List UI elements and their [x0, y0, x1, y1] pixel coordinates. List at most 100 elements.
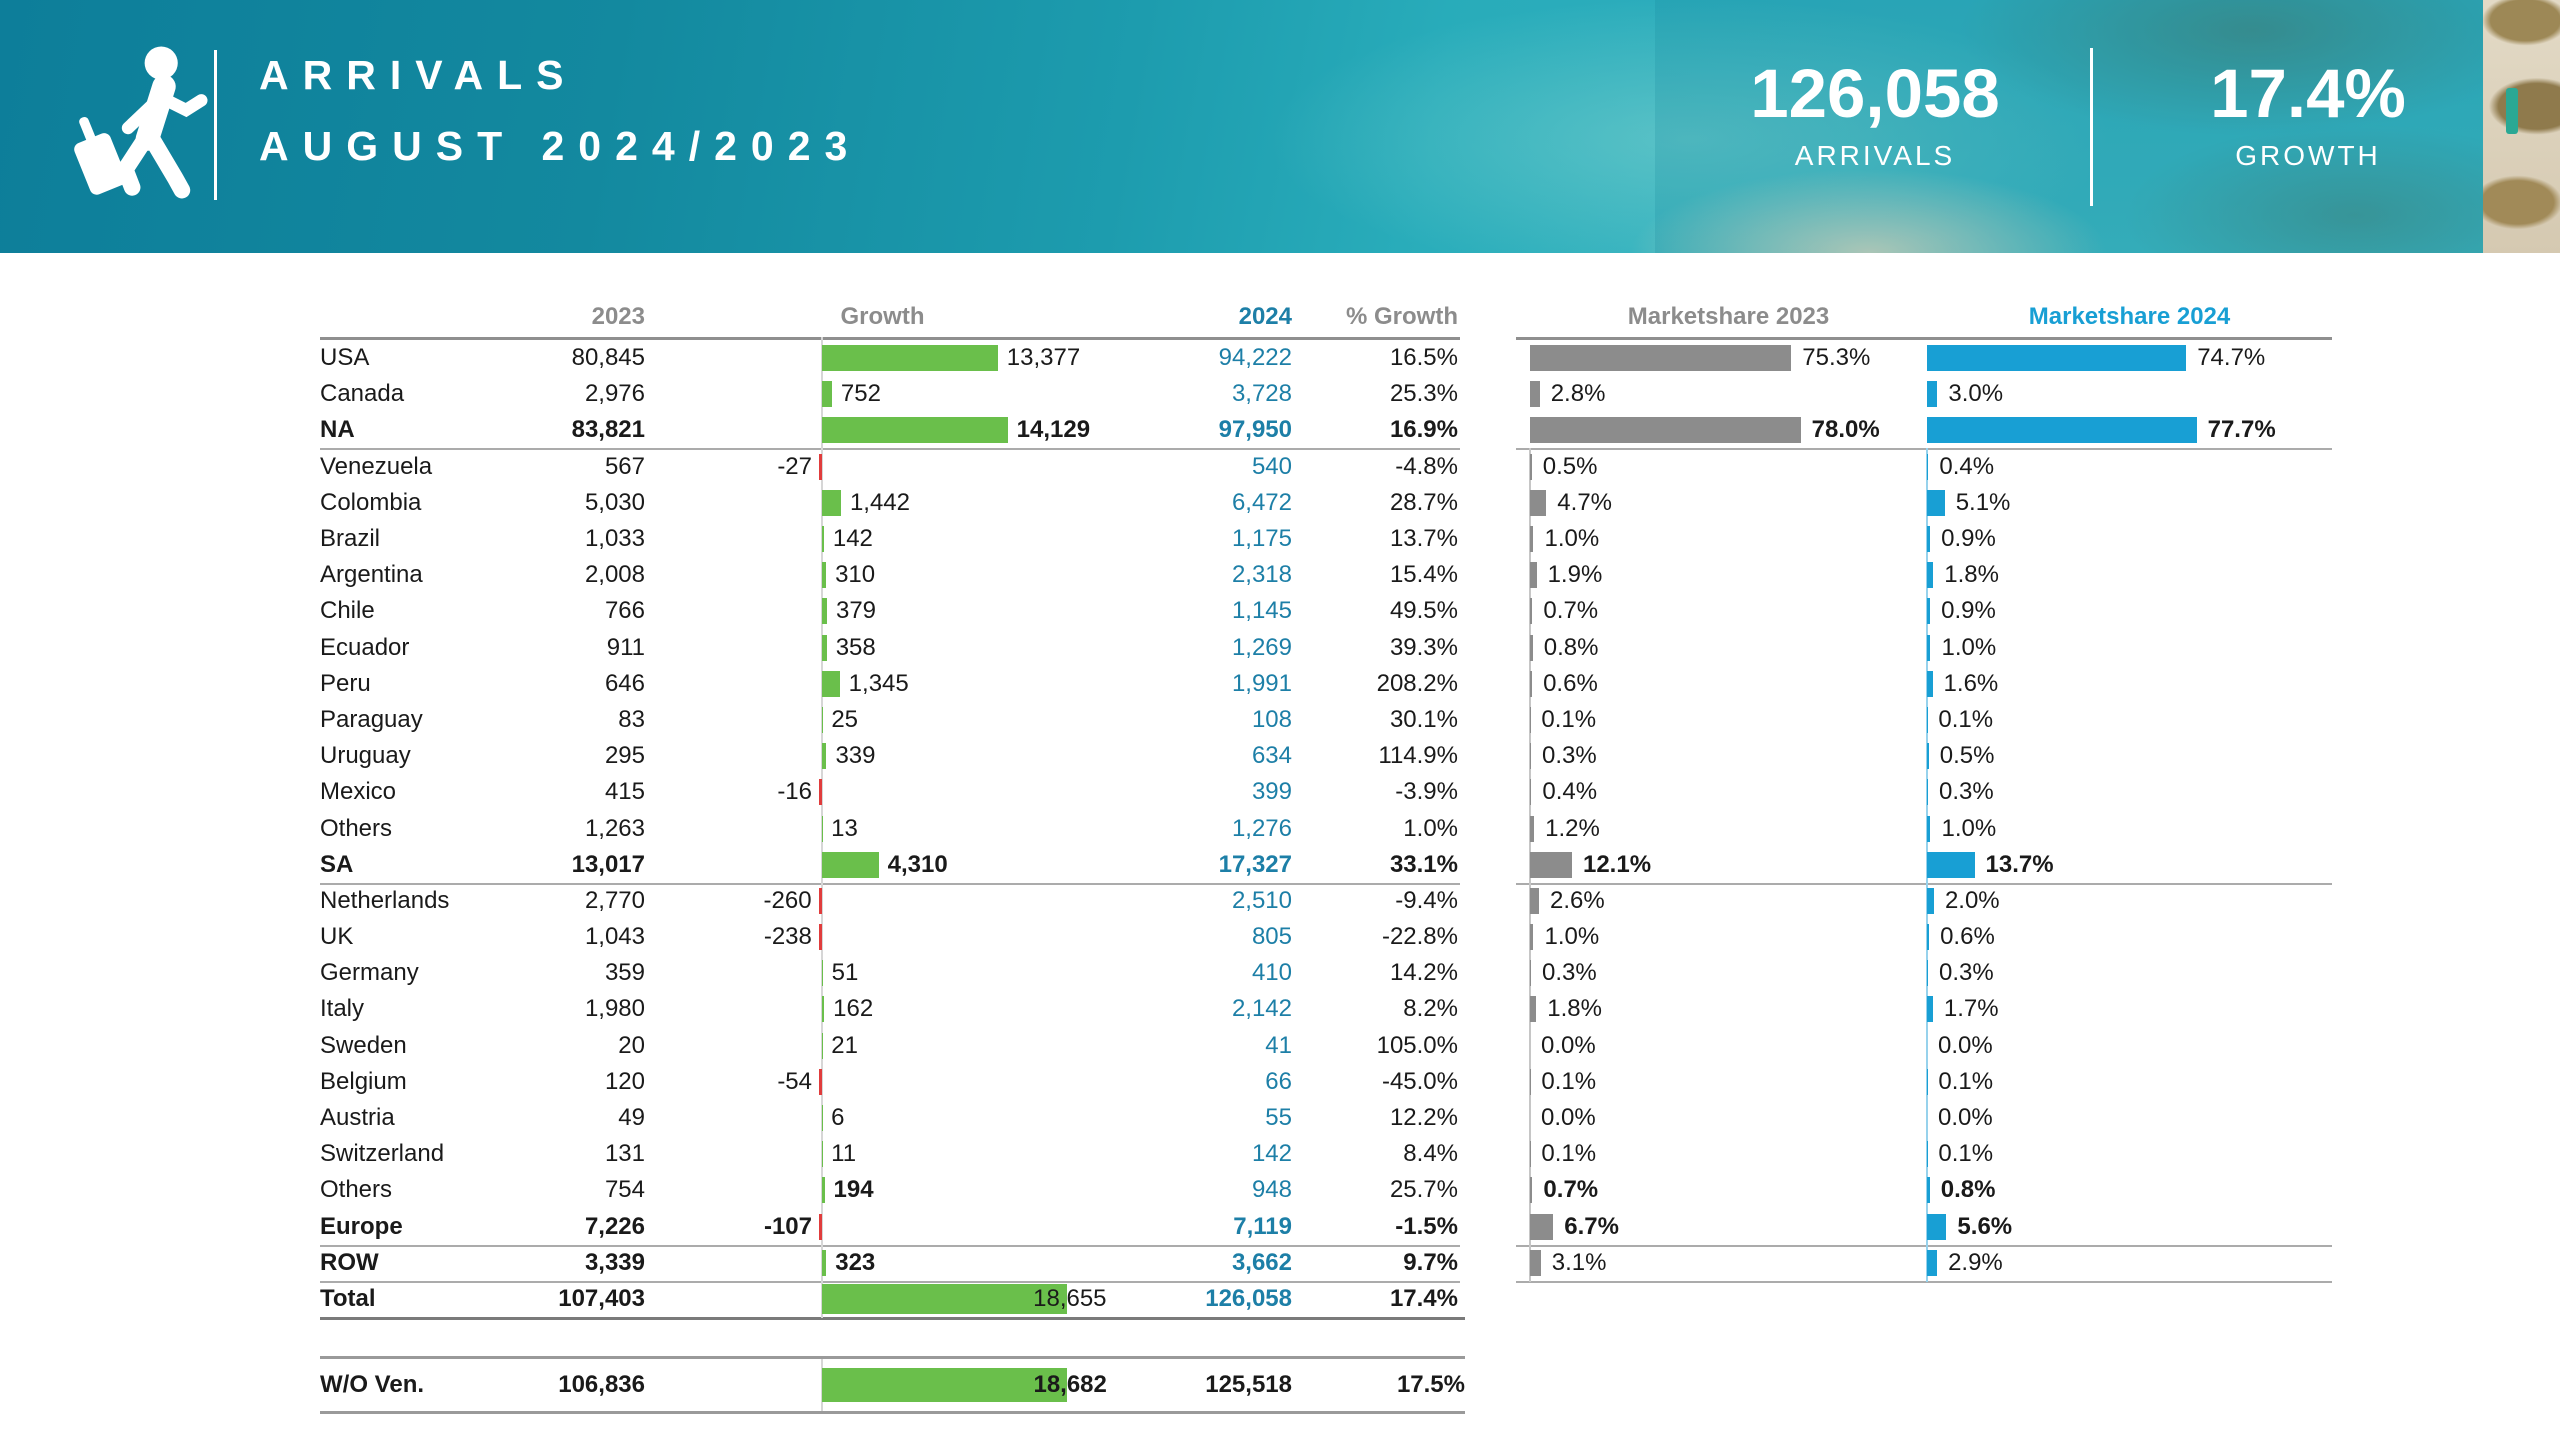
growth-cell: 1,442	[822, 485, 1120, 521]
value-2024-cell: 2,510	[1231, 886, 1292, 914]
marketshare-24-bar	[1927, 1249, 1938, 1276]
pct-growth-cell: -9.4%	[1395, 886, 1458, 914]
marketshare-23-value: 0.1%	[1541, 705, 1597, 733]
value-2023-cell: 1,033	[584, 525, 645, 553]
marketshare-24-cell: 5.6%	[1927, 1209, 2332, 1245]
marketshare-23-bar	[1530, 453, 1532, 480]
growth-value: 6	[831, 1104, 845, 1132]
table-row: Mexico 415 -16 399 -3.9% 0.4% 0.3%	[320, 774, 2332, 810]
marketshare-24-cell: 0.9%	[1927, 521, 2332, 557]
marketshare-23-cell: 1.2%	[1530, 810, 1927, 846]
marketshare-23-value: 0.3%	[1542, 742, 1597, 770]
growth-negative-cell: -238	[645, 919, 822, 955]
growth-cell: 142	[822, 521, 1120, 557]
growth-negative-cell: -107	[645, 1209, 822, 1245]
marketshare-24-cell: 3.0%	[1927, 376, 2332, 412]
marketshare-23-bar	[1530, 381, 1540, 408]
marketshare-23-cell: 0.0%	[1530, 1028, 1927, 1064]
growth-value: 1,442	[849, 488, 910, 516]
growth-negative-cell	[645, 955, 822, 991]
marketshare-24-cell: 5.1%	[1927, 485, 2332, 521]
pct-growth-cell: 14.2%	[1389, 959, 1458, 987]
marketshare-24-bar	[1927, 634, 1931, 661]
value-2023-cell: 754	[604, 1176, 645, 1204]
marketshare-24-bar	[1927, 417, 2197, 444]
country-label: Others	[320, 814, 393, 842]
marketshare-24-value: 3.0%	[1948, 380, 2004, 408]
marketshare-24-value: 0.3%	[1939, 959, 1994, 987]
marketshare-23-value: 6.7%	[1564, 1212, 1619, 1240]
growth-cell: 339	[822, 738, 1120, 774]
growth-negative-cell: -27	[645, 449, 822, 485]
growth-bar	[822, 1368, 1068, 1402]
pct-growth-cell: -4.8%	[1395, 452, 1458, 480]
marketshare-24-cell: 1.7%	[1927, 991, 2332, 1027]
value-2024-cell: 55	[1265, 1104, 1292, 1132]
growth-bar-negative	[819, 1068, 822, 1095]
growth-bar	[822, 598, 827, 625]
growth-negative-cell	[645, 557, 822, 593]
table-row: Total 107,403 18,655 126,058 17.4%	[320, 1281, 2332, 1317]
umbrella-post	[2506, 88, 2518, 134]
growth-cell: 358	[822, 630, 1120, 666]
marketshare-24-cell: 0.1%	[1927, 1064, 2332, 1100]
marketshare-23-value: 4.7%	[1557, 488, 1612, 516]
value-2024-cell: 1,276	[1231, 814, 1292, 842]
marketshare-24-cell: 0.5%	[1927, 738, 2332, 774]
growth-cell: 25	[822, 702, 1120, 738]
growth-cell	[822, 449, 1120, 485]
pct-growth-cell: 1.0%	[1403, 814, 1458, 842]
marketshare-24-bar	[1927, 1177, 1930, 1204]
marketshare-24-value: 1.7%	[1943, 995, 1999, 1023]
growth-negative-cell: -16	[645, 774, 822, 810]
table-row: Italy 1,980 162 2,142 8.2% 1.8% 1.7%	[320, 991, 2332, 1027]
marketshare-23-value: 3.1%	[1551, 1248, 1607, 1276]
value-2024-cell: 1,269	[1231, 633, 1292, 661]
marketshare-23-value: 0.7%	[1543, 597, 1599, 625]
traveler-with-suitcase-icon	[74, 46, 208, 199]
table-row: Europe 7,226 -107 7,119 -1.5% 6.7% 5.6%	[320, 1209, 2332, 1245]
growth-value: 18,655	[1033, 1284, 1107, 1312]
growth-value: 142	[832, 525, 873, 553]
table-row: Others 1,263 13 1,276 1.0% 1.2% 1.0%	[320, 810, 2332, 846]
marketshare-24-cell: 0.4%	[1927, 449, 2332, 485]
marketshare-24-bar	[1927, 851, 1975, 878]
marketshare-23-value: 0.1%	[1541, 1140, 1597, 1168]
growth-value: -54	[777, 1067, 812, 1095]
marketshare-24-bar	[1927, 743, 1929, 770]
pct-growth-cell: -22.8%	[1381, 923, 1458, 951]
value-2023-cell: 1,263	[584, 814, 645, 842]
growth-cell	[822, 919, 1120, 955]
value-2023-cell: 295	[604, 742, 645, 770]
value-2023-cell: 120	[604, 1067, 645, 1095]
value-2023-cell: 5,030	[584, 488, 645, 516]
growth-cell: 323	[822, 1245, 1120, 1281]
marketshare-23-value: 0.3%	[1542, 959, 1597, 987]
total-rule	[320, 1317, 1465, 1320]
growth-value: 310	[835, 561, 876, 589]
growth-cell: 4,310	[822, 847, 1120, 883]
marketshare-24-bar	[1927, 887, 1934, 914]
growth-cell: 13,377	[822, 340, 1120, 376]
value-2023-cell: 2,976	[584, 380, 645, 408]
marketshare-23-cell: 0.1%	[1530, 1136, 1927, 1172]
header-rule	[320, 337, 1460, 340]
country-label: Ecuador	[320, 633, 410, 661]
marketshare-23-value: 75.3%	[1802, 344, 1871, 372]
marketshare-24-value: 5.1%	[1955, 488, 2011, 516]
marketshare-23-bar	[1530, 887, 1540, 914]
growth-bar	[822, 996, 825, 1023]
beach-umbrellas-photo	[2483, 0, 2560, 253]
growth-bar	[822, 743, 827, 770]
value-2024-cell: 142	[1251, 1140, 1292, 1168]
table-row: UK 1,043 -238 805 -22.8% 1.0% 0.6%	[320, 919, 2332, 955]
country-label: Switzerland	[320, 1140, 445, 1168]
growth-negative-cell	[645, 666, 822, 702]
value-2024-cell: 1,145	[1231, 597, 1292, 625]
marketshare-23-cell: 4.7%	[1530, 485, 1927, 521]
marketshare-23-bar	[1530, 526, 1534, 553]
growth-value: 13,377	[1006, 344, 1081, 372]
growth-bar-negative	[818, 887, 822, 914]
growth-bar	[822, 1283, 1068, 1314]
growth-value: 752	[840, 380, 881, 408]
